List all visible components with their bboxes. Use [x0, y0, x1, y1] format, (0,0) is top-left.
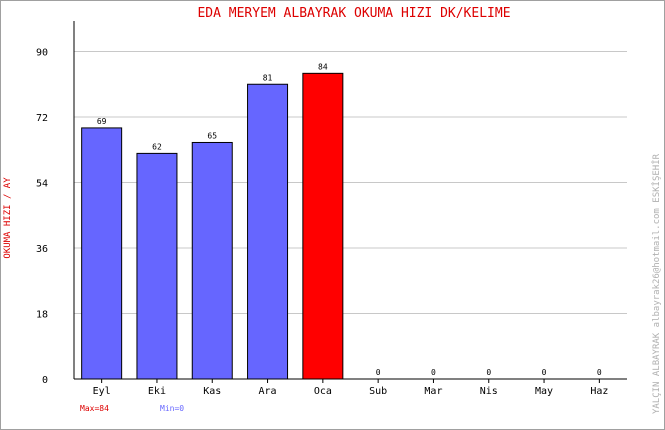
data-label: 0 [542, 368, 547, 377]
y-tick-label: 72 [36, 113, 48, 124]
y-tick-label: 18 [36, 310, 48, 321]
x-tick-label: Haz [590, 386, 608, 397]
data-label: 0 [431, 368, 436, 377]
data-label: 0 [376, 368, 381, 377]
data-label: 81 [263, 73, 273, 82]
axes: 0 18 36 54 72 90 Eyl Eki Kas Ara Oca Sub Mar Nis May Ha… [36, 21, 627, 397]
x-tick-label: Sub [369, 386, 387, 397]
x-tick-label: Eki [148, 386, 166, 397]
x-tick-label: Eyl [93, 386, 111, 397]
x-tick-label: Nis [480, 386, 498, 397]
bar [81, 127, 123, 380]
data-label: 65 [207, 131, 217, 140]
y-tick-label: 36 [36, 244, 48, 255]
x-tick-label: May [535, 386, 553, 397]
y-tick-label: 90 [36, 48, 48, 59]
data-label: 0 [597, 368, 602, 377]
min-label: Min=0 [160, 404, 184, 413]
x-tick-label: Kas [203, 386, 221, 397]
side-credit: YALÇIN ALBAYRAK albayrak26@hotmail.com E… [651, 153, 662, 414]
max-label: Max=84 [80, 404, 109, 413]
bar [191, 141, 233, 380]
bar [136, 152, 178, 380]
y-tick-label: 54 [36, 179, 48, 190]
data-label: 62 [152, 142, 162, 151]
y-axis-label: OKUMA HIZI / AY [3, 177, 13, 259]
chart-title: EDA MERYEM ALBAYRAK OKUMA HIZI DK/KELIME [197, 6, 510, 21]
y-tick-label: 0 [42, 375, 48, 386]
x-tick-label: Oca [314, 386, 332, 397]
data-label: 84 [318, 62, 328, 71]
data-label: 69 [97, 117, 107, 126]
bars: 69 62 65 81 84 0 0 0 0 0 [81, 62, 602, 380]
bar [302, 72, 344, 380]
x-tick-label: Mar [424, 386, 442, 397]
bar [247, 83, 289, 380]
data-label: 0 [486, 368, 491, 377]
x-tick-label: Ara [259, 386, 277, 397]
